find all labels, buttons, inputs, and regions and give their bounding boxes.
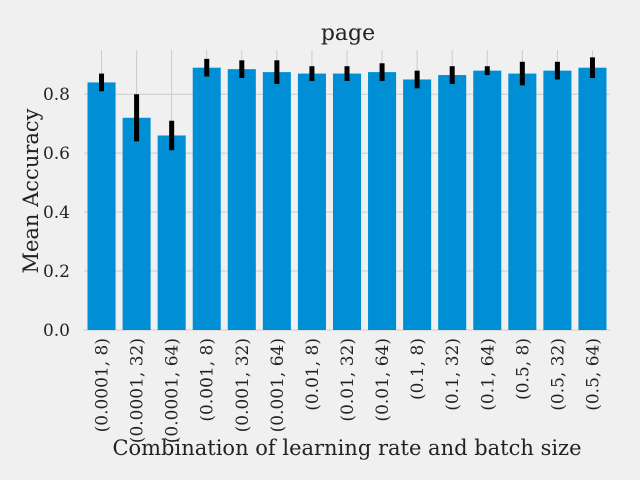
- bar: [297, 73, 326, 330]
- x-tick-label: (0.01, 64): [373, 338, 393, 422]
- x-tick-label: (0.001, 64): [268, 338, 288, 432]
- chart-title: page: [321, 21, 375, 46]
- bar: [368, 72, 397, 331]
- bar: [157, 135, 186, 330]
- y-axis-label: Mean Accuracy: [19, 108, 43, 273]
- x-tick-label: (0.1, 32): [443, 338, 463, 411]
- x-tick-labels: (0.0001, 8) (0.0001, 32) (0.0001, 64) (0.00…: [93, 338, 604, 443]
- x-tick-label: (0.5, 8): [513, 338, 533, 400]
- x-axis-label: Combination of learning rate and batch s…: [112, 436, 581, 460]
- bar: [578, 67, 607, 331]
- y-tick-label: 0.0: [43, 321, 70, 341]
- x-tick-label: (0.0001, 32): [128, 338, 148, 443]
- bar: [438, 75, 467, 330]
- bar: [543, 70, 572, 330]
- y-tick-labels: 0.0 0.2 0.4 0.6 0.8: [43, 85, 70, 341]
- bar: [332, 73, 362, 330]
- bar: [403, 79, 432, 330]
- y-tick-label: 0.4: [43, 203, 70, 223]
- bar: [192, 67, 221, 331]
- x-tick-label: (0.001, 8): [198, 338, 218, 422]
- bar: [87, 82, 116, 330]
- error-bars: [99, 57, 595, 151]
- bar: [122, 117, 151, 330]
- x-tick-label: (0.01, 8): [303, 338, 323, 411]
- bar: [262, 72, 291, 331]
- y-tick-label: 0.2: [43, 262, 70, 282]
- x-tick-label: (0.0001, 8): [93, 338, 113, 432]
- bar: [227, 69, 256, 330]
- x-tick-label: (0.01, 32): [338, 338, 358, 422]
- bar: [473, 70, 502, 330]
- bar: [508, 73, 537, 330]
- y-tick-label: 0.8: [43, 85, 70, 105]
- x-tick-label: (0.001, 32): [233, 338, 253, 432]
- bars: [87, 67, 607, 331]
- x-tick-label: (0.1, 64): [478, 338, 498, 411]
- y-tick-label: 0.6: [43, 144, 70, 164]
- x-tick-label: (0.1, 8): [408, 338, 428, 400]
- x-tick-label: (0.5, 32): [548, 338, 568, 411]
- x-tick-label: (0.5, 64): [583, 338, 603, 411]
- x-tick-label: (0.0001, 64): [163, 338, 183, 443]
